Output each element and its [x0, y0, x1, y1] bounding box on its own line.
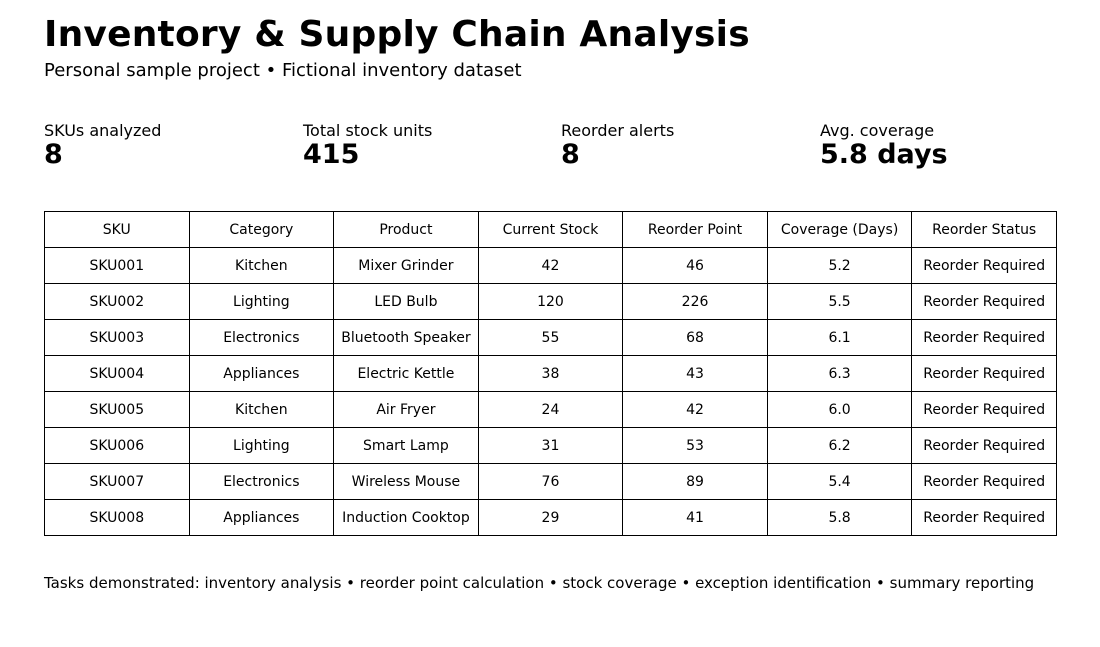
cell-current-stock: 42 — [477, 247, 624, 284]
cell-product: Wireless Mouse — [333, 463, 479, 500]
column-header-reorder-point: Reorder Point — [622, 211, 768, 248]
cell-reorder-status: Reorder Required — [911, 391, 1057, 428]
cell-reorder-point: 68 — [622, 319, 768, 356]
cell-reorder-status: Reorder Required — [911, 355, 1057, 392]
cell-category: Kitchen — [188, 247, 335, 284]
cell-category: Appliances — [188, 499, 335, 536]
cell-coverage-days: 5.4 — [766, 463, 913, 500]
cell-coverage-days: 5.2 — [766, 247, 913, 284]
kpi-value: 5.8 days — [820, 139, 948, 170]
cell-product: Mixer Grinder — [333, 247, 479, 284]
kpi-total-stock-units: Total stock units 415 — [303, 121, 553, 170]
page-title: Inventory & Supply Chain Analysis — [44, 14, 750, 55]
cell-category: Lighting — [188, 283, 335, 320]
cell-coverage-days: 6.2 — [766, 427, 913, 464]
cell-product: Electric Kettle — [333, 355, 479, 392]
table-row: SKU001 Kitchen Mixer Grinder 42 46 5.2 R… — [44, 247, 1057, 284]
cell-reorder-status: Reorder Required — [911, 427, 1057, 464]
cell-current-stock: 29 — [477, 499, 624, 536]
kpi-label: Avg. coverage — [820, 121, 935, 140]
cell-current-stock: 120 — [477, 283, 624, 320]
cell-sku: SKU003 — [44, 319, 190, 356]
column-header-coverage-days: Coverage (Days) — [766, 211, 913, 248]
cell-reorder-status: Reorder Required — [911, 499, 1057, 536]
cell-product: Smart Lamp — [333, 427, 479, 464]
cell-current-stock: 76 — [477, 463, 624, 500]
table-row: SKU004 Appliances Electric Kettle 38 43 … — [44, 355, 1057, 392]
cell-reorder-point: 46 — [622, 247, 768, 284]
table-row: SKU003 Electronics Bluetooth Speaker 55 … — [44, 319, 1057, 356]
cell-sku: SKU006 — [44, 427, 190, 464]
cell-reorder-status: Reorder Required — [911, 319, 1057, 356]
kpi-label: Reorder alerts — [561, 121, 675, 140]
kpi-reorder-alerts: Reorder alerts 8 — [561, 121, 811, 170]
cell-sku: SKU005 — [44, 391, 190, 428]
cell-sku: SKU001 — [44, 247, 190, 284]
table-row: SKU006 Lighting Smart Lamp 31 53 6.2 Reo… — [44, 427, 1057, 464]
table-row: SKU002 Lighting LED Bulb 120 226 5.5 Reo… — [44, 283, 1057, 320]
cell-category: Appliances — [188, 355, 335, 392]
cell-reorder-point: 226 — [622, 283, 768, 320]
column-header-current-stock: Current Stock — [477, 211, 624, 248]
kpi-label: Total stock units — [303, 121, 433, 140]
cell-current-stock: 31 — [477, 427, 624, 464]
kpi-avg-coverage: Avg. coverage 5.8 days — [820, 121, 1070, 170]
table-header-row: SKU Category Product Current Stock Reord… — [44, 211, 1057, 248]
cell-reorder-status: Reorder Required — [911, 283, 1057, 320]
cell-coverage-days: 6.3 — [766, 355, 913, 392]
column-header-sku: SKU — [44, 211, 190, 248]
cell-sku: SKU002 — [44, 283, 190, 320]
cell-current-stock: 38 — [477, 355, 624, 392]
column-header-reorder-status: Reorder Status — [911, 211, 1057, 248]
cell-coverage-days: 5.5 — [766, 283, 913, 320]
kpi-value: 415 — [303, 139, 360, 170]
cell-sku: SKU004 — [44, 355, 190, 392]
cell-product: Induction Cooktop — [333, 499, 479, 536]
cell-category: Electronics — [188, 463, 335, 500]
table-row: SKU008 Appliances Induction Cooktop 29 4… — [44, 499, 1057, 536]
page-subtitle: Personal sample project • Fictional inve… — [44, 60, 522, 81]
cell-reorder-status: Reorder Required — [911, 463, 1057, 500]
kpi-label: SKUs analyzed — [44, 121, 162, 140]
cell-reorder-point: 43 — [622, 355, 768, 392]
table-row: SKU007 Electronics Wireless Mouse 76 89 … — [44, 463, 1057, 500]
cell-reorder-point: 41 — [622, 499, 768, 536]
cell-reorder-point: 89 — [622, 463, 768, 500]
kpi-value: 8 — [561, 139, 580, 170]
cell-product: Air Fryer — [333, 391, 479, 428]
cell-category: Kitchen — [188, 391, 335, 428]
cell-category: Lighting — [188, 427, 335, 464]
column-header-category: Category — [188, 211, 335, 248]
kpi-skus-analyzed: SKUs analyzed 8 — [44, 121, 294, 170]
cell-coverage-days: 5.8 — [766, 499, 913, 536]
column-header-product: Product — [333, 211, 479, 248]
cell-category: Electronics — [188, 319, 335, 356]
cell-reorder-point: 53 — [622, 427, 768, 464]
cell-reorder-status: Reorder Required — [911, 247, 1057, 284]
inventory-table: SKU Category Product Current Stock Reord… — [44, 211, 1057, 536]
tasks-footer: Tasks demonstrated: inventory analysis •… — [44, 574, 1035, 592]
kpi-value: 8 — [44, 139, 63, 170]
cell-current-stock: 24 — [477, 391, 624, 428]
cell-sku: SKU007 — [44, 463, 190, 500]
cell-product: LED Bulb — [333, 283, 479, 320]
table-row: SKU005 Kitchen Air Fryer 24 42 6.0 Reord… — [44, 391, 1057, 428]
cell-current-stock: 55 — [477, 319, 624, 356]
cell-reorder-point: 42 — [622, 391, 768, 428]
cell-coverage-days: 6.0 — [766, 391, 913, 428]
cell-coverage-days: 6.1 — [766, 319, 913, 356]
cell-product: Bluetooth Speaker — [333, 319, 479, 356]
cell-sku: SKU008 — [44, 499, 190, 536]
